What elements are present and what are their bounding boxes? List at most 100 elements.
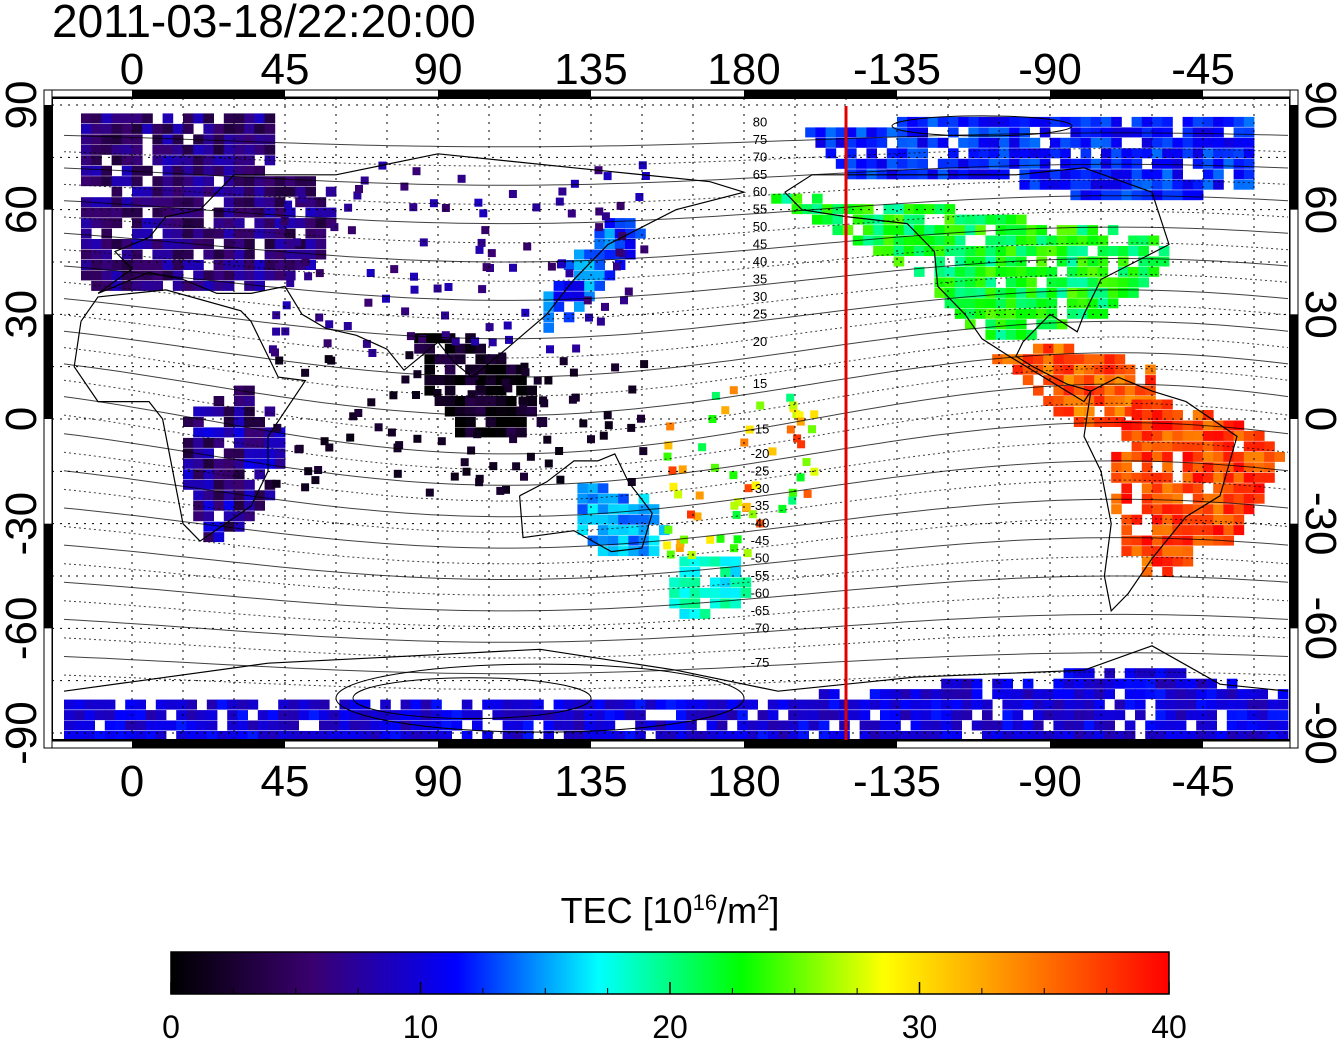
tec-cell — [859, 710, 871, 721]
tec-cell — [601, 302, 609, 311]
lon-tick-bottom: -45 — [1171, 757, 1235, 806]
tec-cell — [543, 291, 554, 302]
tec-cell — [818, 710, 830, 721]
tec-cell — [1243, 179, 1255, 190]
tec-cell — [234, 228, 245, 239]
tec-cell — [1070, 179, 1081, 190]
tec-cell — [64, 699, 75, 710]
tec-cell — [931, 710, 942, 721]
tec-cell — [346, 433, 355, 442]
tec-cell — [94, 710, 106, 721]
tec-cell — [689, 577, 701, 588]
tec-cell — [543, 720, 554, 731]
tec-cell — [132, 197, 143, 208]
tec-cell — [380, 710, 391, 721]
tec-cell — [1141, 546, 1153, 557]
tec-cell — [234, 479, 245, 490]
tec-cell — [965, 298, 976, 309]
tec-cell — [927, 137, 939, 148]
lat-tick-right: -90 — [1296, 701, 1340, 765]
tec-cell — [1141, 472, 1153, 483]
tec-cell — [183, 239, 194, 249]
tec-cell — [669, 598, 680, 609]
tec-cell — [975, 225, 986, 236]
tec-cell — [1019, 158, 1030, 169]
tec-cell — [434, 333, 446, 344]
tec-cell — [223, 113, 235, 124]
tec-cell — [1063, 385, 1075, 396]
tec-cell — [958, 137, 969, 148]
tec-cell — [796, 417, 805, 426]
tec-cell — [720, 556, 731, 567]
tec-cell — [1152, 430, 1163, 441]
tec-cell — [954, 214, 966, 225]
tec-cell — [203, 500, 214, 511]
tec-cell — [815, 127, 826, 138]
tec-cell — [1141, 567, 1153, 577]
tec-cell — [1050, 116, 1061, 127]
tec-cell — [271, 348, 279, 357]
tec-cell — [1005, 329, 1017, 340]
tec-cell — [203, 448, 214, 459]
tec-cell — [193, 144, 204, 155]
contour-closed — [891, 115, 1073, 137]
tec-cell — [234, 176, 245, 187]
tec-cell — [301, 483, 310, 492]
tec-cell — [234, 113, 245, 124]
tec-cell — [489, 462, 498, 471]
tec-cell — [1111, 472, 1122, 483]
tec-cell — [206, 699, 218, 710]
tec-cell — [264, 176, 276, 187]
tec-cell — [999, 137, 1010, 148]
tec-cell — [111, 207, 123, 218]
tec-cell — [1084, 678, 1095, 689]
tec-cell — [227, 720, 238, 731]
tec-cell — [1063, 396, 1075, 406]
tec-cell — [1077, 235, 1088, 246]
tec-cell — [1243, 137, 1255, 148]
tec-cell — [757, 710, 769, 721]
tec-cell — [948, 116, 959, 127]
contour-line — [63, 258, 1289, 301]
tec-cell — [641, 172, 650, 180]
tec-cell — [223, 469, 235, 480]
tec-cell — [482, 699, 493, 710]
tec-cell — [64, 710, 75, 721]
tec-cell — [934, 287, 945, 298]
tec-cell — [604, 421, 613, 430]
tec-cell — [893, 214, 905, 225]
tec-cell — [708, 415, 717, 423]
tec-cell — [1012, 731, 1024, 740]
tec-cell — [1111, 179, 1122, 190]
tec-cell — [569, 368, 578, 377]
tec-cell — [1152, 451, 1163, 462]
tec-cell — [1090, 137, 1102, 148]
tec-cell — [1016, 298, 1027, 309]
tec-cell — [687, 551, 696, 559]
lon-tick-bottom: 180 — [707, 757, 780, 806]
tec-cell — [478, 285, 487, 294]
tec-cell — [162, 207, 174, 218]
tec-cell — [1094, 689, 1105, 700]
tec-cell — [1192, 483, 1204, 494]
tec-cell — [1135, 678, 1146, 689]
top-bar-segment — [1050, 90, 1203, 97]
tec-cell — [101, 239, 112, 249]
tec-cell — [944, 246, 956, 256]
tec-cell — [1182, 483, 1194, 494]
tec-cell — [1152, 148, 1163, 159]
tec-cell — [1155, 710, 1166, 721]
tec-cell — [523, 242, 532, 251]
tec-cell — [1063, 343, 1075, 354]
tec-cell — [111, 176, 123, 187]
tec-cell — [914, 214, 925, 225]
tec-cell — [941, 689, 952, 700]
tec-cell — [1084, 354, 1095, 365]
tec-cell — [1121, 493, 1132, 504]
tec-cell — [1036, 256, 1047, 267]
lon-tick-bottom: 135 — [554, 757, 627, 806]
tec-cell — [183, 218, 194, 229]
tec-cell — [880, 699, 891, 710]
tec-cell — [477, 238, 486, 247]
tec-cell — [213, 532, 225, 543]
